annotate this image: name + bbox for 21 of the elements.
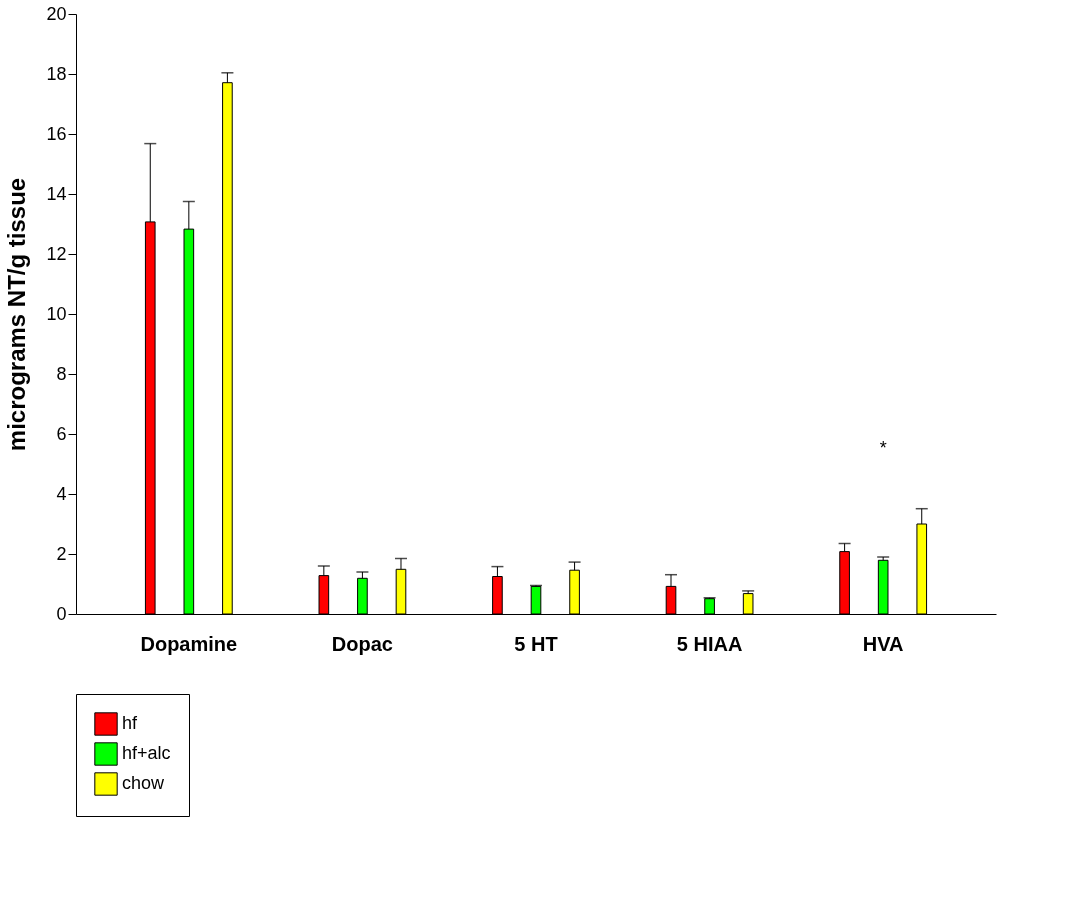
x-tick-label: HVA [862, 632, 904, 655]
y-tick-label: 0 [56, 603, 67, 624]
y-tick-label: 16 [46, 123, 67, 144]
y-tick-label: 4 [56, 483, 67, 504]
y-tick-label: 12 [46, 243, 67, 264]
x-tick-label: Dopac [331, 632, 393, 655]
x-tick-label: 5 HT [514, 632, 558, 655]
y-tick-label: 20 [46, 3, 67, 24]
annotation: * [879, 438, 887, 458]
y-tick-label: 10 [46, 303, 67, 324]
y-axis-title: micrograms NT/g tissue [3, 177, 31, 452]
x-tick-label: 5 HIAA [676, 632, 743, 655]
y-tick-label: 2 [56, 543, 67, 564]
y-tick-label: 8 [56, 363, 67, 384]
x-tick-label: Dopamine [140, 632, 238, 655]
y-tick-label: 18 [46, 63, 67, 84]
y-tick-label: 14 [46, 183, 67, 204]
legend-label: hf+alc [122, 743, 171, 763]
legend-label: chow [122, 773, 166, 793]
y-tick-label: 6 [56, 423, 67, 444]
legend-label: hf [122, 713, 139, 733]
